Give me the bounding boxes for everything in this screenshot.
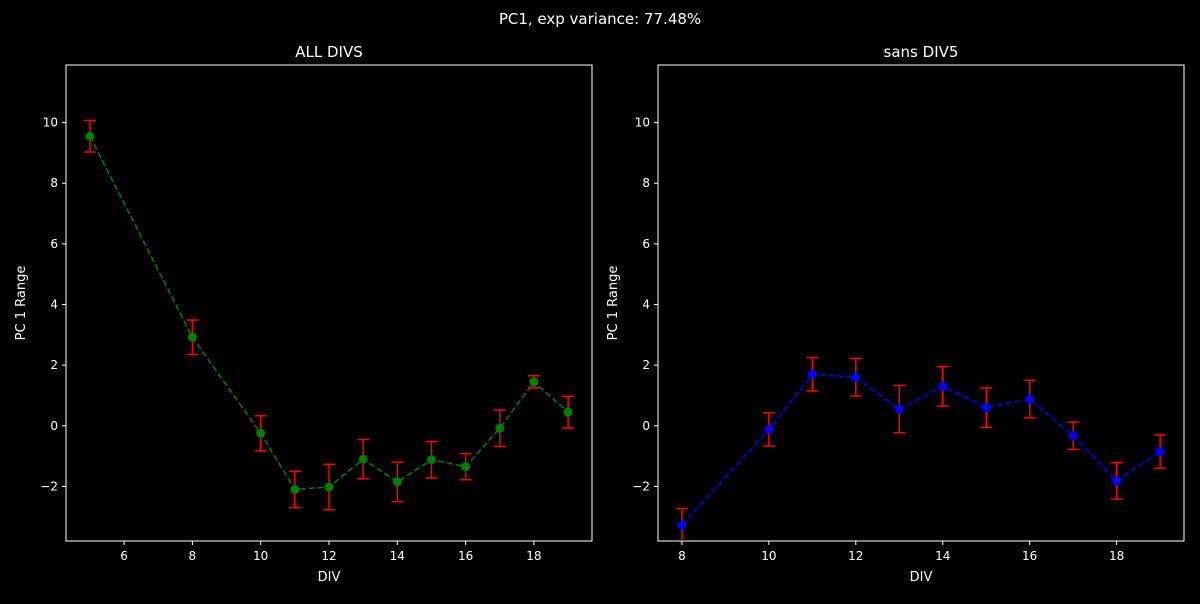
y-tick-label: 10 [43,116,58,130]
data-point [764,424,774,434]
x-tick-label: 6 [120,549,128,563]
x-tick-label: 12 [321,549,336,563]
data-point [981,403,991,413]
x-axis-label: DIV [318,570,341,585]
y-tick-label: 2 [642,358,650,372]
x-tick-label: 16 [1022,549,1037,563]
x-tick-label: 10 [253,549,268,563]
data-point [1155,447,1165,457]
series-line [89,135,569,491]
data-point [256,428,266,438]
data-point [358,454,368,464]
data-point [807,369,817,379]
x-tick-label: 18 [526,549,541,563]
y-tick-label: 4 [50,298,58,312]
data-point [851,372,861,382]
data-point [1025,394,1035,404]
axes-frame [657,64,1185,542]
y-tick-label: 0 [642,419,650,433]
x-tick-label: 10 [761,549,776,563]
data-point [392,477,402,487]
data-point [563,407,573,417]
data-point [677,520,687,530]
y-axis-label: PC 1 Range [606,266,621,341]
data-point [461,462,471,472]
y-tick-label: 2 [50,358,58,372]
y-tick-label: 6 [642,237,650,251]
y-tick-label: 8 [642,176,650,190]
x-tick-label: 14 [390,549,405,563]
data-point [495,423,505,433]
y-tick-label: −2 [632,479,650,493]
figure-suptitle: PC1, exp variance: 77.48% [499,10,701,28]
x-tick-label: 16 [458,549,473,563]
data-point [85,131,95,141]
y-tick-label: 10 [635,116,650,130]
data-layer [83,119,575,511]
data-point [529,377,539,387]
data-layer [675,356,1167,541]
y-tick-label: 6 [50,237,58,251]
y-tick-label: 8 [50,176,58,190]
x-axis-label: DIV [910,570,933,585]
chart-panel-2: sans DIV5 8 10 12 14 16 18 −2 0 2 4 6 8 10 DIV PC 1 Ran… [606,43,1185,585]
data-point [938,381,948,391]
x-tick-label: 14 [935,549,950,563]
y-tick-label: 4 [642,298,650,312]
chart-title: sans DIV5 [884,43,959,61]
x-tick-label: 8 [678,549,686,563]
data-point [1068,431,1078,441]
data-point [894,404,904,414]
data-point [1112,476,1122,486]
data-point [426,455,436,465]
x-tick-label: 12 [848,549,863,563]
y-tick-label: −2 [40,479,58,493]
data-point [324,482,334,492]
data-point [290,484,300,494]
x-tick-label: 8 [189,549,197,563]
chart-title: ALL DIVS [295,43,363,61]
x-tick-label: 18 [1109,549,1124,563]
data-point [187,332,197,342]
y-axis-label: PC 1 Range [14,266,29,341]
y-tick-label: 0 [50,419,58,433]
chart-panel-1: ALL DIVS 6 8 10 12 14 16 18 −2 0 2 4 6 8 10 DIV PC 1 Ran… [14,43,593,585]
